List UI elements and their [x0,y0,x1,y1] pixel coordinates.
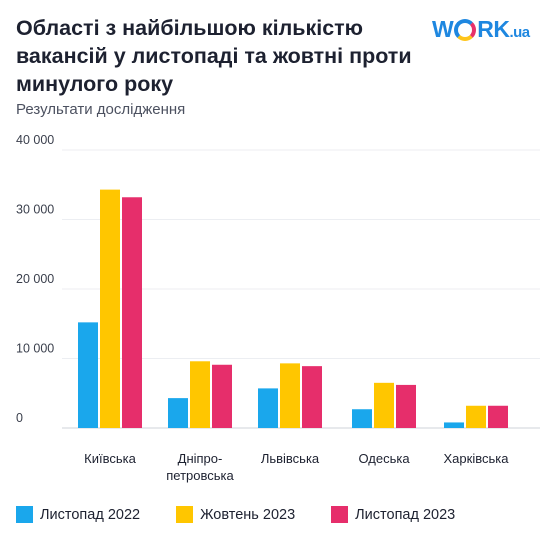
chart-subtitle: Результати дослідження [16,101,186,118]
legend-item-oct-2023: Жовтень 2023 [176,506,295,523]
bar [258,388,278,428]
bar [466,405,486,428]
bar [190,361,210,428]
bar [100,189,120,428]
y-tick-label: 0 [16,411,23,425]
bar [122,197,142,428]
bar-chart: 0 10 000 20 000 30 000 40 000 Київська Дніпро-… [16,133,540,483]
logo-text-suffix: RK [477,16,510,42]
x-tick-label: Одеська [358,451,410,466]
bar [78,322,98,428]
y-tick-label: 20 000 [16,272,54,286]
bar [396,384,416,428]
logo-text-prefix: W [432,16,454,42]
work-ua-logo: W RK .ua [432,16,530,43]
logo-ring-icon [454,19,477,41]
chart-title: Області з найбільшою кількістю вакансій … [16,16,412,96]
legend-label-nov-2023: Листопад 2023 [355,506,456,523]
y-tick-label: 10 000 [16,342,54,356]
y-tick-label: 40 000 [16,133,54,147]
legend-swatch-nov-2023 [331,506,349,523]
bar [374,382,394,428]
bar [444,422,464,428]
x-tick-label: Харківська [444,451,510,466]
legend-label-oct-2023: Жовтень 2023 [200,506,296,523]
bar [168,398,188,428]
legend-item-nov-2023: Листопад 2023 [331,506,455,523]
x-tick-label: Київська [84,451,136,466]
y-tick-label: 30 000 [16,203,54,217]
legend-item-nov-2022: Листопад 2022 [16,506,140,523]
bar [280,363,300,428]
legend-swatch-oct-2023 [176,506,194,523]
logo-domain: .ua [509,24,530,41]
legend-label-nov-2022: Листопад 2022 [40,506,141,523]
bar [488,405,508,428]
legend-swatch-nov-2022 [16,506,33,523]
x-tick-label: петровська [166,468,234,483]
x-tick-label: Львівська [261,451,320,466]
x-tick-label: Дніпро- [178,451,223,466]
chart-legend: Листопад 2022 Жовтень 2023 Листопад 2023 [16,506,536,523]
bar [302,366,322,428]
bar [212,364,232,428]
bar [352,409,372,428]
